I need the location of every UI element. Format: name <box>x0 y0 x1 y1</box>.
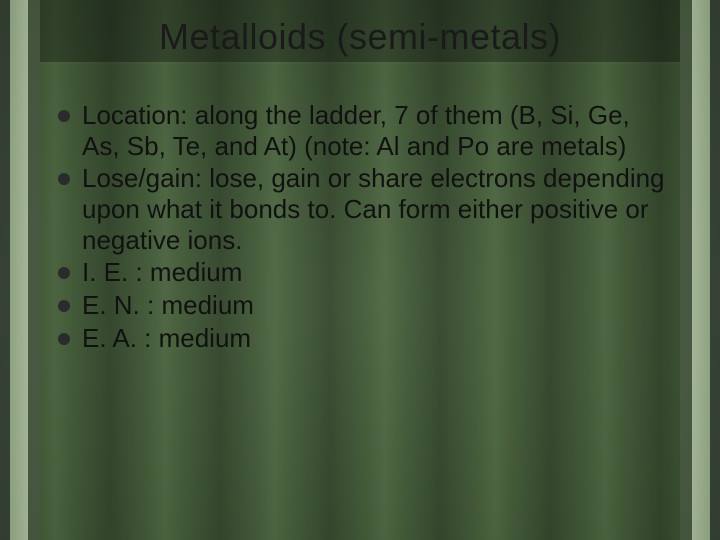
slide-title: Metalloids (semi-metals) <box>0 16 720 58</box>
list-item: Lose/gain: lose, gain or share electrons… <box>58 163 670 255</box>
slide: Metalloids (semi-metals) Location: along… <box>0 0 720 540</box>
slide-content: Location: along the ladder, 7 of them (B… <box>58 100 670 355</box>
list-item: E. A. : medium <box>58 323 670 354</box>
list-item: I. E. : medium <box>58 257 670 288</box>
list-item: Location: along the ladder, 7 of them (B… <box>58 100 670 161</box>
list-item: E. N. : medium <box>58 290 670 321</box>
bullet-list: Location: along the ladder, 7 of them (B… <box>58 100 670 353</box>
